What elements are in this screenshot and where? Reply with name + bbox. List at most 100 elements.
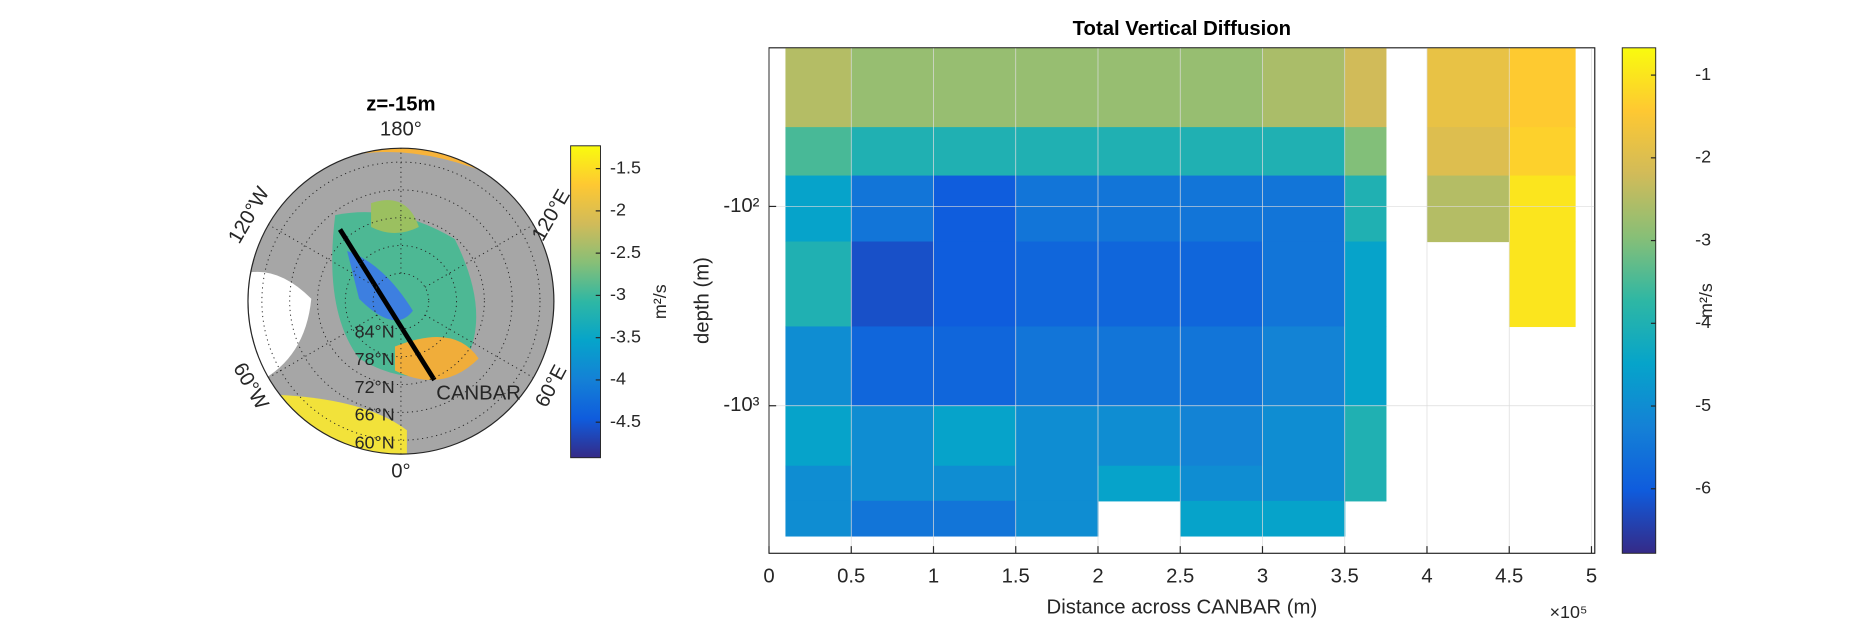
lon-label: 180° [380,119,422,141]
x-tick-label: 1.5 [1002,566,1030,588]
x-tick-label: 1 [928,566,939,588]
x-tick-label: 4.5 [1495,566,1523,588]
cell [851,175,935,243]
cell [851,127,935,177]
cell [1097,465,1181,502]
cell [785,241,852,328]
cell [1180,500,1264,537]
cell [851,465,935,502]
colorbar-tick-label: -2 [1695,147,1711,167]
x-tick-label: 0 [763,566,774,588]
cell [1262,47,1346,128]
cell [1262,500,1346,537]
cell [1262,241,1346,328]
colorbar-tick-label: -3 [1695,229,1711,249]
cell [1097,175,1181,243]
cell [933,127,1017,177]
cell [1180,175,1264,243]
x-multiplier: ×10⁵ [1550,602,1588,622]
cell [933,47,1017,128]
colorbar-tick-label: -6 [1695,478,1711,498]
cell [1015,175,1099,243]
colorbar-tick-label: -4 [1695,312,1711,332]
x-tick-label: 2 [1092,566,1103,588]
cell [851,326,935,407]
cell [1509,241,1576,328]
y-tick-label: -10² [723,195,759,217]
cell [1344,326,1387,407]
colorbar-tick-label: -2 [610,200,626,220]
lat-label: 66°N [355,405,395,425]
cell [1344,47,1387,128]
cell [933,326,1017,407]
cell [1015,127,1099,177]
map-colorbar [570,145,601,459]
cell [933,405,1017,467]
cell [1097,127,1181,177]
cell [1509,47,1576,128]
lon-label: 120°E [528,186,575,245]
colorbar-tick-label: -4.5 [610,411,641,431]
axes-frame [768,47,1596,554]
lon-label: 0° [391,460,410,482]
cell [1180,326,1264,407]
colorbar-tick-label: -3 [610,284,626,304]
x-tick-label: 0.5 [837,566,865,588]
cell [1344,241,1387,328]
x-tick-label: 5 [1586,566,1597,588]
cell [785,405,852,467]
cell [851,405,935,467]
cell [1426,47,1510,128]
cell [933,175,1017,243]
cell [1097,405,1181,467]
y-axis-label: depth (m) [692,257,714,344]
cell [1015,47,1099,128]
lon-grid [268,314,378,379]
lon-grid [424,314,534,379]
cell [1426,175,1510,243]
colorbar-tick-label: -5 [1695,395,1711,415]
cell [1509,127,1576,177]
x-tick-label: 3 [1257,566,1268,588]
chart-title: Total Vertical Diffusion [1073,18,1291,40]
colorbar-label: m²/s [1696,283,1716,318]
y-tick-label: -10³ [723,394,759,416]
cell [1015,405,1099,467]
lat-label: 72°N [355,377,395,397]
cell [1180,47,1264,128]
cell [1344,465,1387,502]
lat-grid [289,189,513,413]
section-line [337,228,437,382]
annotation: CANBAR [436,383,521,405]
colorbar-tick-label: -4 [610,369,626,389]
cell [851,500,935,537]
cell [1509,175,1576,243]
lat-grid [317,217,485,386]
cell [785,47,852,128]
cell [785,127,852,177]
cell [1097,47,1181,128]
cell [933,241,1017,328]
lat-label: 60°N [355,433,395,453]
cell [1097,326,1181,407]
section-colorbar [1621,47,1657,554]
cell [1262,326,1346,407]
cell [1097,241,1181,328]
colorbar-tick-label: -3.5 [610,326,641,346]
cell [851,241,935,328]
colorbar-tick-label: -1.5 [610,157,641,177]
cell [1015,465,1099,502]
x-tick-label: 3.5 [1331,566,1359,588]
cell [933,500,1017,537]
chart-title: z=-15m [366,94,435,116]
cell [785,175,852,243]
cell [1180,465,1264,502]
cell [785,500,852,537]
cell [1180,241,1264,328]
x-axis-label: Distance across CANBAR (m) [1047,597,1318,619]
cell [1344,127,1387,177]
polar-map [247,147,555,455]
cell [785,465,852,502]
colorbar-tick-label: -1 [1695,64,1711,84]
